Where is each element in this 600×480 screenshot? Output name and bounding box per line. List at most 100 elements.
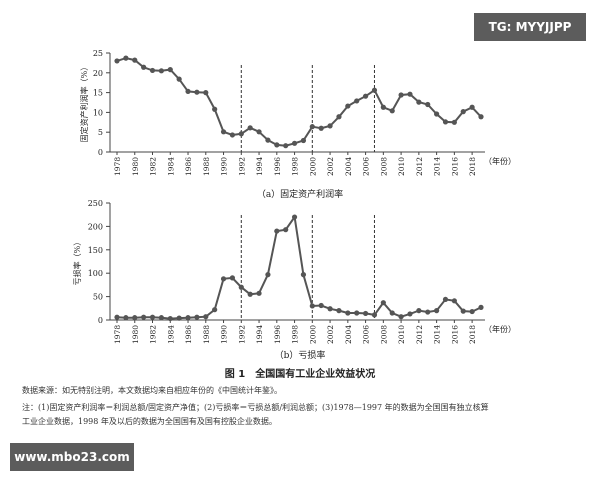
chart-a-x-tick-label: 1984 [166,157,175,176]
chart-a-data-point [123,55,129,61]
chart-b-x-tick-label: 1992 [237,325,246,344]
source-note: 数据来源：如无特别注明，本文数据均来自相应年份的《中国统计年鉴》。 [22,386,282,395]
chart-b-x-tick-label: 1980 [131,325,140,344]
chart-b-x-tick-label: 2016 [450,325,459,344]
chart-a-data-point [238,131,244,137]
chart-b-data-point [291,214,298,220]
chart-b-data-point [274,228,280,234]
chart-b-data-point [123,315,129,321]
chart-b-x-tick-label: 2018 [468,325,477,344]
chart-b-data-point [203,314,209,320]
chart-a-data-point [389,108,395,114]
chart-b-data-point [442,296,449,303]
chart-b-data-point [354,310,360,316]
chart-b-data-point [407,311,413,317]
chart-b-data-point [398,314,404,320]
note-line-2: 工业企业数据，1998 年及以后的数据为全国国有及国有控股企业数据。 [22,417,277,426]
chart-a-data-point [167,67,173,73]
chart-b-data-point [229,275,236,281]
chart-b-data-point [451,298,457,304]
chart-b-x-tick-label: 2012 [415,325,424,344]
chart-b-data-point [345,310,351,316]
chart-a-data-point [194,89,200,95]
chart-b-data-point [416,308,422,314]
chart-b-y-tick-label: 0 [98,316,103,325]
chart-b-series-line [116,214,482,320]
chart-b-x-tick-label: 2010 [397,325,406,344]
chart-a-data-point [203,90,209,96]
chart-a-x-tick-label: 1978 [113,157,122,176]
chart-b-data-point [141,314,147,320]
chart-b-y-tick-label: 200 [88,222,103,231]
chart-b-data-point [256,290,262,296]
chart-a-x-tick-label: 2008 [379,157,388,176]
chart-a-x-tick-label: 1988 [202,157,211,176]
chart-a-data-point [425,101,431,108]
chart-a-data-point [132,57,138,63]
watermark-bottom: www.mbo23.com [10,443,134,471]
chart-a-data-point [158,68,164,74]
chart-a-x-unit-label: （年份） [484,156,516,166]
chart-b-data-point [336,308,342,314]
chart-b-data-point [265,272,271,278]
chart-a-x-tick-label: 1992 [237,157,246,176]
chart-b-data-point [425,309,431,315]
chart-a-data-point [265,137,271,143]
chart-b-x-tick-label: 1988 [202,325,211,344]
chart-a-x-tick-label: 2014 [433,157,442,176]
chart-b-y-tick-label: 100 [88,269,103,278]
chart-b-data-point [478,304,484,310]
chart-b-data-point [149,314,156,320]
chart-b-data-point [460,308,466,314]
chart-b-x-tick-label: 1986 [184,325,193,344]
chart-a-data-point [434,111,440,117]
chart-b-x-tick-label: 2002 [326,325,335,344]
chart-b-data-point [185,315,191,321]
chart-a-x-tick-label: 1982 [149,157,158,176]
chart-a-x-tick-label: 2012 [415,157,424,176]
chart-b-x-tick-label: 2008 [379,325,388,344]
chart-b-data-point [167,315,173,322]
chart-a-data-point [185,88,191,95]
chart-a-data-point [327,123,333,129]
chart-b-data-point [318,302,324,309]
chart-a-data-point [141,64,147,70]
chart-a-data-point [256,129,262,135]
chart-b-data-point [132,315,138,321]
chart-a-data-point [345,103,351,109]
chart-b-y-tick-label: 250 [88,199,103,208]
note-line-1: 注：(1)固定资产利润率＝利润总额/固定资产净值；(2)亏损率＝亏损总额/利润总… [22,403,489,412]
chart-b-data-point [158,315,164,321]
chart-b-y-tick-label: 150 [88,246,103,255]
chart-b-data-point [283,227,289,233]
chart-a-y-tick-label: 15 [93,89,103,98]
chart-a-data-point [336,114,342,120]
chart-a-y-tick-label: 25 [93,49,103,58]
chart-a-data-point [354,98,360,104]
chart-b-x-tick-label: 2014 [433,325,442,344]
chart-a-data-point [247,125,253,131]
chart-a-data-point [460,109,466,115]
chart-a-data-point [398,92,404,98]
chart-b-data-point [380,300,386,306]
chart-a-x-tick-label: 2002 [326,157,335,176]
chart-b-data-point [300,272,307,278]
chart-a-x-tick-label: 2004 [344,157,353,176]
watermark-top: TG: MYYJJPP [474,13,586,41]
chart-a-data-point [283,143,289,149]
chart-a-x-tick-label: 1994 [255,157,264,176]
chart-b-x-tick-label: 1994 [255,325,264,344]
chart-b-x-tick-label: 1998 [291,325,300,344]
chart-a-data-point [309,124,315,130]
chart-a-data-point [212,106,218,112]
chart-b-data-point [327,306,333,312]
chart-a-data-point [371,87,378,93]
chart-b-data-point [176,315,182,321]
chart-a-x-tick-label: 1990 [220,157,229,176]
chart-b-data-point [469,308,475,315]
chart-a-data-point [416,99,422,105]
chart-a-data-point [407,91,413,97]
chart-a-data-point [220,129,227,135]
chart-a-data-point [274,142,280,148]
